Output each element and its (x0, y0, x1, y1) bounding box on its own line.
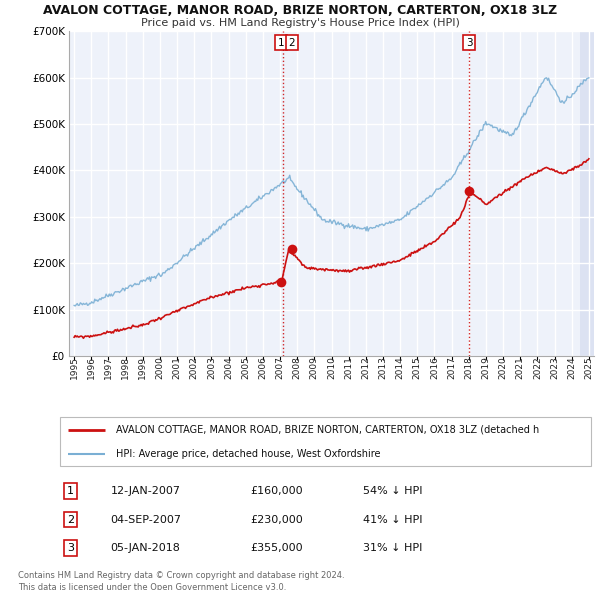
Text: 2014: 2014 (395, 356, 404, 379)
Text: 2010: 2010 (327, 356, 336, 379)
Text: 2015: 2015 (413, 356, 422, 379)
Text: 2024: 2024 (567, 356, 576, 379)
Text: 2009: 2009 (310, 356, 319, 379)
Text: 2012: 2012 (361, 356, 370, 379)
Text: 1997: 1997 (104, 356, 113, 379)
Text: 2025: 2025 (584, 356, 593, 379)
Text: 2: 2 (289, 38, 295, 48)
Text: 04-SEP-2007: 04-SEP-2007 (111, 514, 182, 525)
Text: 1996: 1996 (87, 356, 96, 379)
Text: 2007: 2007 (275, 356, 284, 379)
Text: 2020: 2020 (499, 356, 508, 379)
Text: 2005: 2005 (241, 356, 250, 379)
Text: £230,000: £230,000 (250, 514, 303, 525)
Text: 2006: 2006 (259, 356, 268, 379)
Text: 2013: 2013 (379, 356, 388, 379)
FancyBboxPatch shape (59, 417, 592, 466)
Text: 1995: 1995 (70, 356, 79, 379)
Text: £160,000: £160,000 (250, 486, 303, 496)
Text: AVALON COTTAGE, MANOR ROAD, BRIZE NORTON, CARTERTON, OX18 3LZ: AVALON COTTAGE, MANOR ROAD, BRIZE NORTON… (43, 4, 557, 17)
Text: 3: 3 (466, 38, 473, 48)
Text: HPI: Average price, detached house, West Oxfordshire: HPI: Average price, detached house, West… (116, 449, 380, 458)
Text: This data is licensed under the Open Government Licence v3.0.: This data is licensed under the Open Gov… (18, 583, 286, 590)
Text: 2002: 2002 (190, 356, 199, 379)
Text: 41% ↓ HPI: 41% ↓ HPI (363, 514, 422, 525)
Text: 2017: 2017 (447, 356, 456, 379)
Text: 12-JAN-2007: 12-JAN-2007 (111, 486, 181, 496)
Text: 54% ↓ HPI: 54% ↓ HPI (363, 486, 422, 496)
Text: 2023: 2023 (550, 356, 559, 379)
Text: 2: 2 (67, 514, 74, 525)
Text: 1998: 1998 (121, 356, 130, 379)
Text: 1999: 1999 (138, 356, 147, 379)
Text: 2018: 2018 (464, 356, 473, 379)
Text: 1: 1 (67, 486, 74, 496)
Text: 2019: 2019 (481, 356, 490, 379)
Text: 31% ↓ HPI: 31% ↓ HPI (363, 543, 422, 553)
Text: 2011: 2011 (344, 356, 353, 379)
Text: 2004: 2004 (224, 356, 233, 379)
Bar (580, 31, 598, 356)
Text: AVALON COTTAGE, MANOR ROAD, BRIZE NORTON, CARTERTON, OX18 3LZ (detached h: AVALON COTTAGE, MANOR ROAD, BRIZE NORTON… (116, 424, 539, 434)
Text: 05-JAN-2018: 05-JAN-2018 (111, 543, 181, 553)
Text: 1: 1 (277, 38, 284, 48)
Text: 2021: 2021 (516, 356, 525, 379)
Text: 2003: 2003 (207, 356, 216, 379)
Text: 2001: 2001 (173, 356, 182, 379)
Text: 3: 3 (67, 543, 74, 553)
Text: Price paid vs. HM Land Registry's House Price Index (HPI): Price paid vs. HM Land Registry's House … (140, 18, 460, 28)
Text: 2016: 2016 (430, 356, 439, 379)
Text: 2022: 2022 (533, 356, 542, 379)
Text: 2008: 2008 (293, 356, 302, 379)
Text: £355,000: £355,000 (250, 543, 303, 553)
Text: Contains HM Land Registry data © Crown copyright and database right 2024.: Contains HM Land Registry data © Crown c… (18, 571, 344, 580)
Text: 2000: 2000 (155, 356, 164, 379)
